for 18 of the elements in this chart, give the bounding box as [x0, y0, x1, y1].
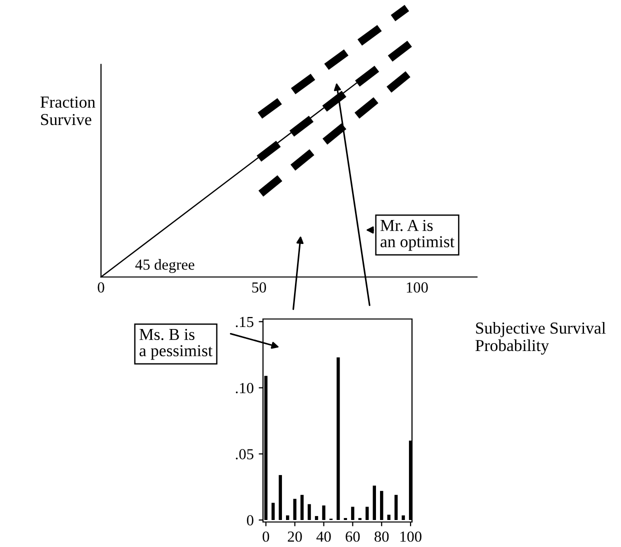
x-tick-label: 0	[98, 282, 104, 293]
x-tick-label: 100	[400, 531, 422, 542]
x-tick-label: 40	[316, 531, 331, 542]
y-tick-label: .15	[236, 316, 254, 328]
x-tick-label: 50	[252, 282, 266, 293]
x-tick-label: 60	[346, 531, 360, 542]
y-tick-label: .10	[236, 382, 254, 394]
y-tick-label: .05	[236, 449, 254, 460]
y-tick-label: 0	[246, 515, 254, 526]
text: Ms. B is a pessimist	[139, 328, 213, 360]
x-tick-label: 0	[262, 531, 270, 542]
x-axis-title: Subjective Survival Probability	[475, 322, 606, 355]
x-tick-label: 80	[374, 531, 389, 542]
y-axis-title: Fraction Survive	[40, 96, 96, 126]
annotation: Mr. A is an optimist	[380, 220, 454, 251]
x-tick-label: 100	[406, 282, 428, 293]
x-tick-label: 20	[288, 531, 302, 542]
annotation: 45 degree	[135, 259, 194, 273]
